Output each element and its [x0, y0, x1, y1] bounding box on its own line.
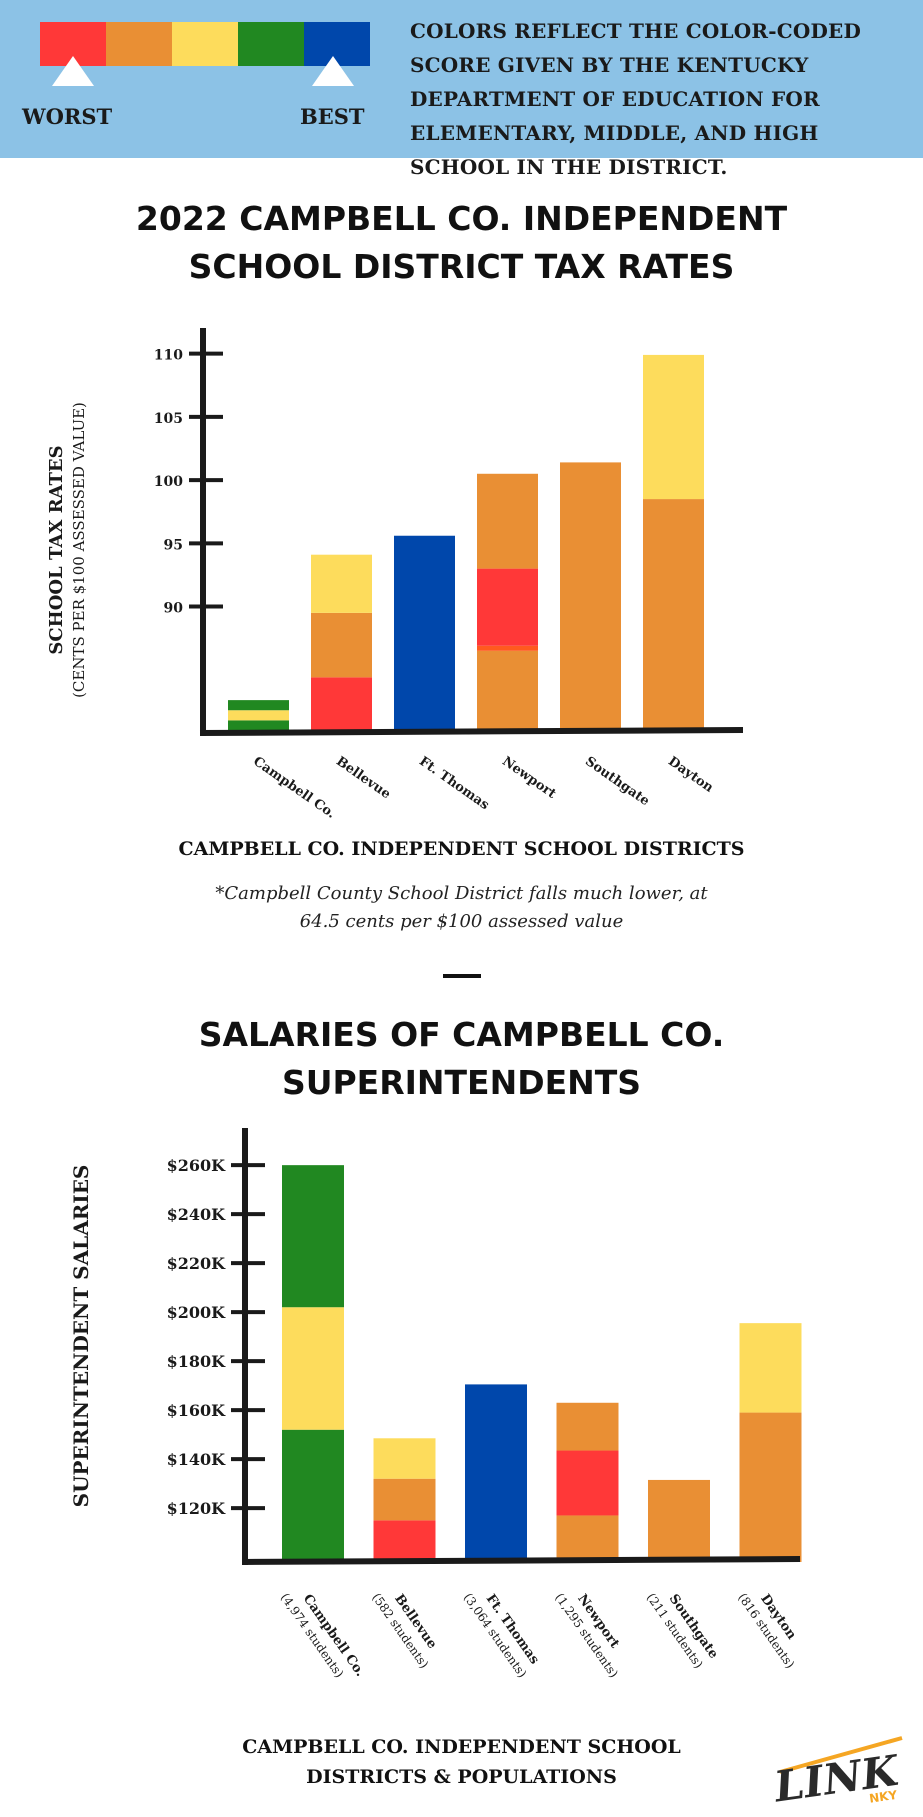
tax-chart-title-line2: SCHOOL DISTRICT TAX RATES — [188, 247, 735, 286]
y-tick-label-180: $180K — [167, 1352, 227, 1371]
bar-campbell-co-segment-3 — [282, 1165, 344, 1308]
bar-dayton-segment-1 — [643, 499, 704, 733]
y-axis-title: SUPERINTENDENT SALARIES — [69, 1165, 93, 1508]
bar-bellevue-segment-3 — [311, 554, 372, 613]
x-label-group-2: Bellevue — [333, 754, 393, 802]
y-tick-label-110: 110 — [154, 348, 183, 364]
bar-dayton-segment-2 — [643, 354, 704, 500]
scale-swatch-yellow — [172, 22, 238, 66]
y-tick-label-105: 105 — [154, 411, 183, 427]
x-label-group-2: Bellevue(582 students) — [369, 1591, 439, 1671]
x-label-group-3: Ft. Thomas(3,064 students) — [461, 1591, 542, 1681]
x-label-group-1: Campbell Co. — [250, 754, 338, 820]
bar-southgate-segment-1 — [560, 462, 621, 733]
tax-footnote-line2: 64.5 cents per $100 assessed value — [299, 911, 624, 932]
salary-chart-title-line1: SALARIES OF CAMPBELL CO. — [198, 1015, 725, 1054]
best-label: BEST — [300, 104, 365, 129]
x-label-group-6: Dayton(816 students) — [735, 1591, 799, 1671]
x-label-group-6: Dayton — [665, 754, 716, 796]
bar-campbell-co-segment-3 — [228, 700, 289, 711]
worst-marker-icon — [52, 56, 94, 86]
y-tick-label-240: $240K — [167, 1205, 227, 1224]
bar-dayton-segment-1 — [739, 1412, 802, 1562]
best-marker-icon — [312, 56, 354, 86]
bar-newport-segment-3 — [477, 568, 538, 646]
bar-bellevue-segment-2 — [373, 1478, 436, 1521]
tax-rate-chart: 90 95 100 105 110 Campbell Co.Bellevue Ft. Tho… — [46, 328, 744, 820]
x-label-group-1: Campbell Co.(4,974 students) — [278, 1591, 368, 1681]
bar-campbell-co-segment-2 — [228, 710, 289, 721]
salary-chart: $120K $140K $160K $180K $200K $220K $240K $260K… — [69, 1128, 802, 1681]
x-label-group-5: Southgate — [582, 754, 652, 809]
bar-campbell-co-segment-2 — [282, 1307, 344, 1430]
bar-southgate-segment-1 — [648, 1479, 710, 1562]
bar-bellevue-segment-1 — [311, 677, 372, 733]
bar-newport-segment-2 — [477, 645, 538, 651]
tax-x-axis-caption: CAMPBELL CO. INDEPENDENT SCHOOL DISTRICT… — [178, 838, 745, 860]
y-axis-subtitle: (CENTS PER $100 ASSESSED VALUE) — [70, 402, 88, 698]
legend-note: COLORS REFLECT THE COLOR-CODED SCORE GIV… — [410, 19, 861, 179]
section-divider — [443, 974, 481, 978]
x-category-label: Bellevue — [333, 754, 393, 802]
x-label-group-4: Newport(1,295 students) — [552, 1591, 622, 1681]
x-label-group-5: Southgate(211 students) — [644, 1591, 721, 1671]
x-category-label: Southgate — [582, 754, 652, 809]
y-tick-label-95: 95 — [164, 537, 183, 553]
x-axis-line — [241, 1556, 801, 1565]
bar-newport-segment-1 — [477, 650, 538, 733]
x-label-group-3: Ft. Thomas — [416, 754, 491, 813]
x-axis-line — [199, 727, 744, 736]
bar-dayton-segment-2 — [739, 1323, 802, 1413]
y-tick-label-160: $160K — [167, 1401, 227, 1420]
bar-newport-segment-4 — [477, 473, 538, 569]
y-tick-label-100: 100 — [154, 474, 183, 490]
y-tick-label-200: $200K — [167, 1303, 227, 1322]
bar-bellevue-segment-2 — [311, 612, 372, 678]
scale-swatch-green — [238, 22, 304, 66]
bar-newport-segment-2 — [556, 1450, 619, 1516]
scale-swatch-orange — [106, 22, 172, 66]
worst-label: WORST — [22, 104, 113, 129]
y-axis-title: SCHOOL TAX RATES — [46, 445, 67, 654]
tax-footnote-line1: *Campbell County School District falls m… — [215, 883, 708, 904]
y-tick-label-220: $220K — [167, 1254, 227, 1273]
x-category-label: Campbell Co. — [250, 754, 338, 820]
x-category-label: Ft. Thomas — [416, 754, 491, 813]
bar-bellevue-segment-1 — [373, 1520, 436, 1562]
x-label-group-4: Newport — [499, 754, 558, 802]
x-category-label: Dayton — [665, 754, 716, 796]
legend-header: WORST BEST COLORS REFLECT THE COLOR-CODE… — [0, 0, 923, 179]
salary-x-axis-caption-line1: CAMPBELL CO. INDEPENDENT SCHOOL — [242, 1736, 681, 1758]
bar-bellevue-segment-3 — [373, 1438, 436, 1479]
y-tick-label-140: $140K — [167, 1450, 227, 1469]
bar-newport-segment-1 — [556, 1515, 619, 1562]
tax-chart-title-line1: 2022 CAMPBELL CO. INDEPENDENT — [135, 199, 788, 238]
y-tick-label-260: $260K — [167, 1156, 227, 1175]
bar-campbell-co-segment-1 — [282, 1429, 344, 1562]
x-category-label: Newport — [499, 754, 558, 802]
linknky-logo: LINK NKY — [770, 1736, 903, 1808]
salary-chart-title-line2: SUPERINTENDENTS — [281, 1063, 642, 1102]
logo-sub-text: NKY — [868, 1788, 898, 1806]
y-tick-label-90: 90 — [164, 601, 184, 617]
bar-ft-thomas-segment-1 — [394, 535, 455, 733]
bar-newport-segment-3 — [556, 1402, 619, 1451]
bar-ft-thomas-segment-1 — [465, 1384, 527, 1562]
logo-swoosh — [779, 1736, 903, 1774]
y-tick-label-120: $120K — [167, 1499, 227, 1518]
salary-x-axis-caption-line2: DISTRICTS & POPULATIONS — [306, 1766, 617, 1788]
